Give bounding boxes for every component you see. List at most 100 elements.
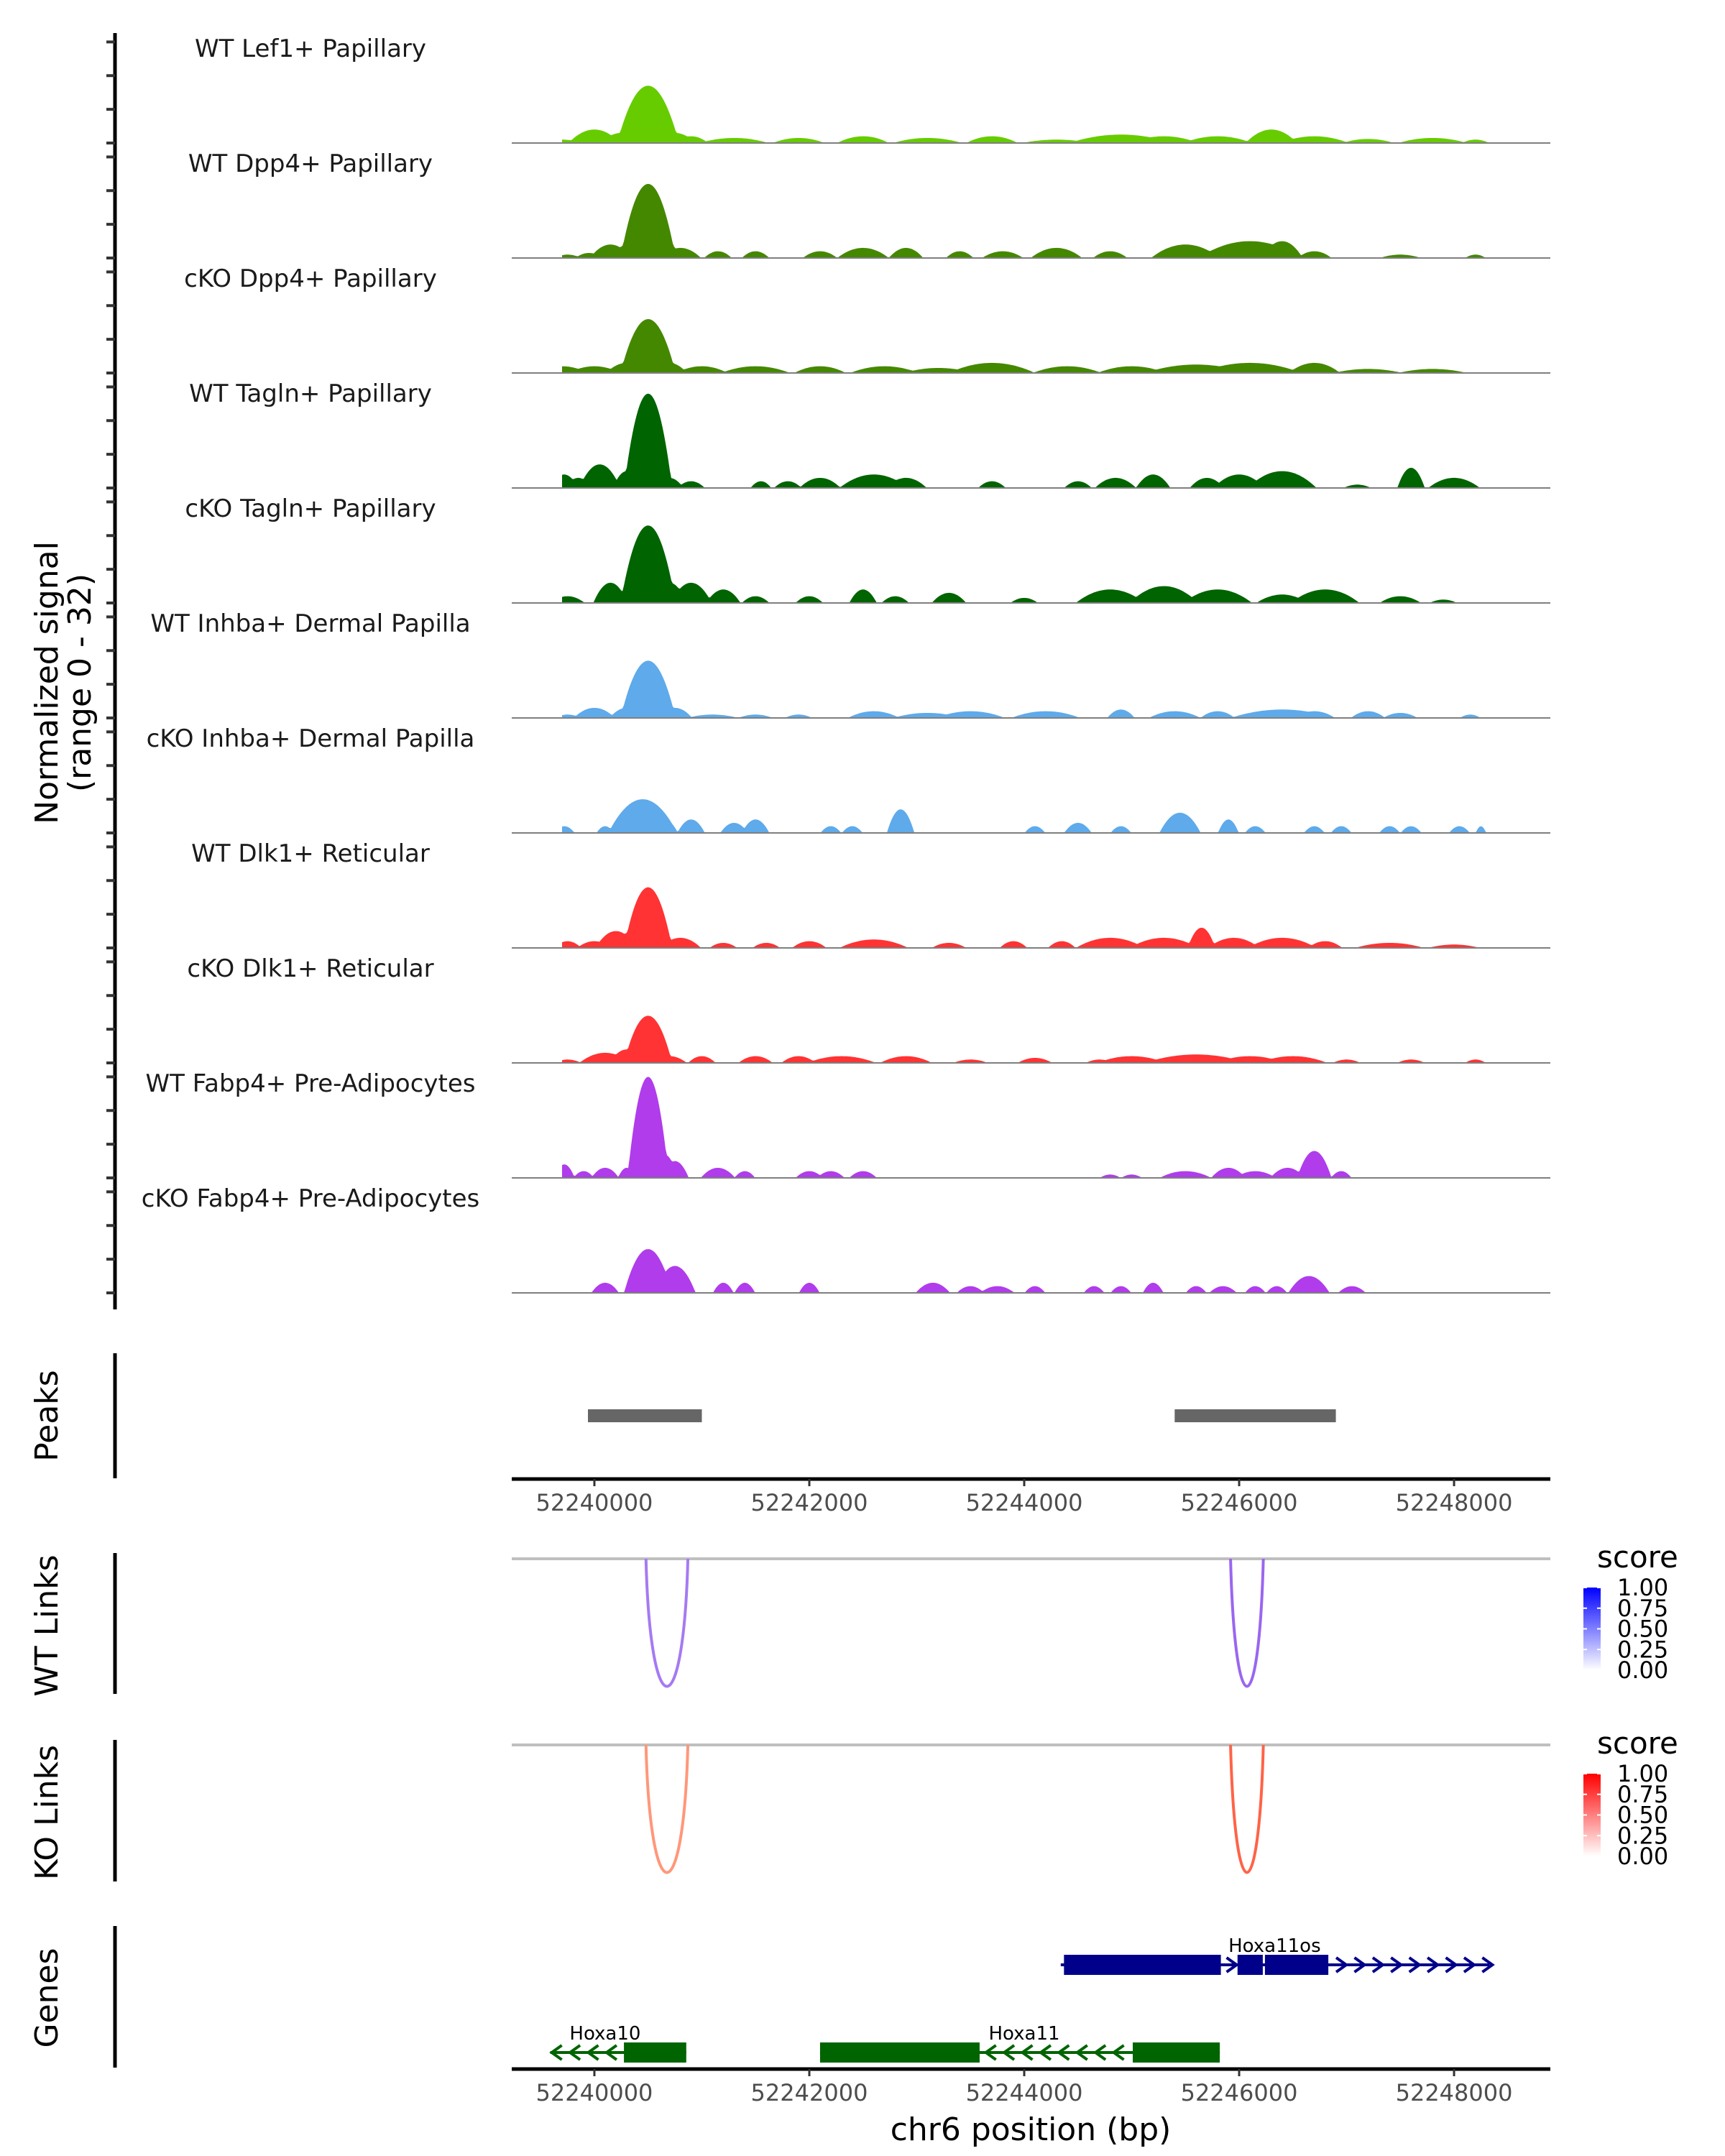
gene-exon (1237, 1955, 1263, 1975)
gene-model: Hoxa11os (1060, 1935, 1495, 1975)
gene-exon (624, 2042, 686, 2063)
coverage-area (562, 660, 1506, 718)
track-label: WT Lef1+ Papillary (195, 34, 426, 63)
x-tick-label: 52246000 (1181, 2079, 1298, 2106)
genes-section: Genes Hoxa10 Hoxa11 Hoxa11os 52240000 52242… (29, 1926, 1550, 2148)
x-tick-label: 52242000 (751, 2079, 868, 2106)
legend-tick-label: 1.00 (1617, 1574, 1668, 1601)
peak-bars (588, 1409, 1336, 1422)
coverage-ylabel-line1: Normalized signal (29, 541, 65, 824)
coverage-area (562, 1249, 1506, 1293)
chevron-right-icon (1371, 1956, 1386, 1973)
coverage-y-ticks (106, 40, 115, 1294)
links-section: WT Links KO Links score1.000.750.500.250… (29, 1539, 1678, 1881)
gene-models: Hoxa10 Hoxa11 Hoxa11os (549, 1935, 1495, 2063)
track-label: cKO Dpp4+ Papillary (184, 264, 437, 293)
coverage-section: Normalized signal (range 0 - 32) WT Lef1… (29, 33, 1550, 1309)
chevron-left-icon (567, 2044, 581, 2061)
coverage-track: WT Dlk1+ Reticular (191, 839, 1550, 949)
peaks-label: Peaks (29, 1370, 65, 1461)
gene-exon (1264, 1955, 1329, 1975)
coverage-track: WT Tagln+ Papillary (189, 379, 1550, 489)
coverage-track: cKO Dpp4+ Papillary (184, 264, 1550, 374)
legend-tick-label: 0.50 (1617, 1616, 1668, 1643)
x-tick-label: 52240000 (536, 2079, 653, 2106)
legend-tick-label: 0.25 (1617, 1822, 1668, 1849)
gene-label: Hoxa11 (988, 2023, 1059, 2045)
chevron-left-icon (1038, 2044, 1052, 2061)
coverage-area (562, 393, 1506, 488)
chevron-right-icon (1481, 1956, 1495, 1973)
legend-tick-label: 0.00 (1617, 1843, 1668, 1870)
coverage-tracks: WT Lef1+ Papillary WT Dpp4+ Papillary cKO … (142, 34, 1550, 1294)
coverage-track: WT Inhba+ Dermal Papilla (150, 609, 1550, 719)
x-tick-label: 52248000 (1396, 1489, 1513, 1516)
peak-bar (1174, 1409, 1336, 1422)
legend-title: score (1597, 1539, 1678, 1575)
x-tick-label: 52240000 (536, 1489, 653, 1516)
link-arc (644, 1558, 690, 1688)
chevron-right-icon (1426, 1956, 1440, 1973)
coverage-area (562, 887, 1506, 948)
track-label: cKO Tagln+ Papillary (185, 494, 436, 523)
link-arc (1229, 1744, 1265, 1874)
peaks-x-axis: 52240000 52242000 52244000 52246000 52248000 (512, 1477, 1550, 1516)
track-label: cKO Fabp4+ Pre-Adipocytes (142, 1184, 480, 1213)
chevron-left-icon (983, 2044, 997, 2061)
gene-label: Hoxa10 (569, 2023, 640, 2045)
gene-label: Hoxa11os (1228, 1935, 1321, 1957)
coverage-track: cKO Inhba+ Dermal Papilla (147, 724, 1550, 834)
x-tick-label: 52242000 (751, 1489, 868, 1516)
wt-links-label: WT Links (29, 1554, 65, 1696)
coverage-track: cKO Dlk1+ Reticular (187, 954, 1550, 1064)
legend-tick-label: 0.25 (1617, 1636, 1668, 1663)
coverage-area (562, 319, 1506, 373)
gene-model: Hoxa11 (819, 2023, 1220, 2063)
chevron-right-icon (1463, 1956, 1477, 1973)
legend-tick-label: 0.50 (1617, 1802, 1668, 1829)
chevron-left-icon (604, 2044, 618, 2061)
chevron-left-icon (1001, 2044, 1016, 2061)
chevron-left-icon (1075, 2044, 1088, 2061)
coverage-area (562, 525, 1506, 603)
legend-tick-label: 0.75 (1617, 1595, 1668, 1622)
peak-bar (588, 1409, 702, 1422)
x-tick-label: 52248000 (1396, 2079, 1513, 2106)
track-label: WT Dlk1+ Reticular (191, 839, 430, 868)
track-label: WT Inhba+ Dermal Papilla (150, 609, 470, 638)
chevron-left-icon (586, 2044, 599, 2061)
score-legends: score1.000.750.500.250.00score1.000.750.… (1583, 1539, 1678, 1870)
link-arc (1229, 1558, 1265, 1688)
chevron-left-icon (1092, 2044, 1107, 2061)
chevron-right-icon (1335, 1956, 1349, 1973)
x-tick-label: 52244000 (966, 1489, 1083, 1516)
gene-model: Hoxa10 (549, 2023, 686, 2063)
coverage-area (562, 183, 1506, 258)
chevron-right-icon (1445, 1956, 1458, 1973)
track-label: cKO Dlk1+ Reticular (187, 954, 433, 983)
coverage-area (562, 1015, 1506, 1063)
genes-x-axis: 52240000 52242000 52244000 52246000 52248000 (512, 2067, 1550, 2106)
legend-tick-label: 1.00 (1617, 1760, 1668, 1787)
legend-title: score (1597, 1726, 1678, 1761)
gene-exon (1064, 1955, 1221, 1975)
track-label: cKO Inhba+ Dermal Papilla (147, 724, 475, 753)
chevron-left-icon (1020, 2044, 1034, 2061)
peaks-section: Peaks 52240000 52242000 52244000 52246000 52… (29, 1353, 1550, 1516)
ko-links-label: KO Links (29, 1745, 65, 1880)
coverage-area (562, 86, 1506, 143)
chevron-left-icon (1056, 2044, 1070, 2061)
genes-label: Genes (29, 1948, 65, 2047)
x-axis-title: chr6 position (bp) (891, 2111, 1172, 2148)
x-tick-label: 52246000 (1181, 1489, 1298, 1516)
chevron-right-icon (1353, 1956, 1367, 1973)
coverage-area (562, 799, 1506, 833)
track-label: WT Dpp4+ Papillary (188, 149, 433, 178)
link-arcs (512, 1557, 1550, 1874)
track-label: WT Fabp4+ Pre-Adipocytes (146, 1069, 476, 1098)
coverage-track: WT Lef1+ Papillary (195, 34, 1550, 144)
coverage-track: WT Dpp4+ Papillary (188, 149, 1550, 259)
coverage-area (562, 1077, 1506, 1178)
coverage-ylabel-line2: (range 0 - 32) (62, 573, 98, 792)
